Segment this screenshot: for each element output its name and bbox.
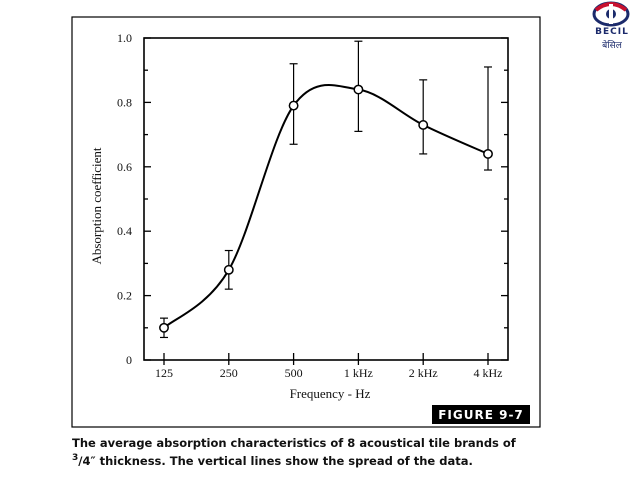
- x-tick-label: 500: [285, 366, 303, 380]
- data-point: [223, 264, 234, 275]
- x-tick-label: 250: [220, 366, 238, 380]
- figure-caption: The average absorption characteristics o…: [72, 436, 542, 469]
- data-point: [288, 100, 299, 111]
- y-axis-tick-labels: 0 0.2 0.4 0.6 0.8 1.0: [117, 31, 132, 367]
- data-point: [353, 84, 364, 95]
- figure-frame: [71, 16, 541, 428]
- logo-text-hindi: बेसिल: [602, 41, 622, 51]
- logo-text-english: BECIL: [595, 27, 629, 37]
- data-point: [159, 322, 169, 333]
- caption-fraction-denominator: /4: [78, 453, 91, 468]
- caption-text-end: ″ thickness. The vertical lines show the…: [90, 453, 473, 468]
- figure-label-badge: [432, 405, 530, 424]
- x-tick-label: 1 kHz: [344, 366, 373, 380]
- data-point: [483, 148, 493, 159]
- y-tick-label: 0.8: [117, 95, 132, 109]
- x-axis-ticks: [163, 353, 489, 365]
- x-tick-label: 2 kHz: [409, 366, 438, 380]
- y-axis-title: Absorption coefficient: [89, 147, 104, 264]
- caption-fraction-numerator: 3: [72, 453, 79, 463]
- becil-logo-mark: [592, 1, 630, 27]
- x-axis-title: Frequency - Hz: [290, 386, 371, 401]
- data-point: [418, 119, 429, 130]
- y-tick-label: 0.6: [117, 160, 132, 174]
- becil-logo: [584, 0, 638, 50]
- plot-frame: [143, 37, 509, 361]
- y-axis-ticks: [144, 37, 508, 361]
- x-axis-tick-labels: 125 250 500 1 kHz 2 kHz 4 kHz: [155, 366, 503, 380]
- y-tick-label: 0: [126, 353, 132, 367]
- absorption-curve: [163, 84, 489, 329]
- y-tick-label: 0.2: [117, 289, 132, 303]
- data-points: [159, 84, 493, 333]
- y-tick-label: 1.0: [117, 31, 132, 45]
- caption-text-start: The average absorption characteristics o…: [72, 436, 516, 450]
- figure-label: FIGURE 9-7: [438, 408, 524, 422]
- x-tick-label: 125: [155, 366, 173, 380]
- x-tick-label: 4 kHz: [474, 366, 503, 380]
- y-tick-label: 0.4: [117, 224, 132, 238]
